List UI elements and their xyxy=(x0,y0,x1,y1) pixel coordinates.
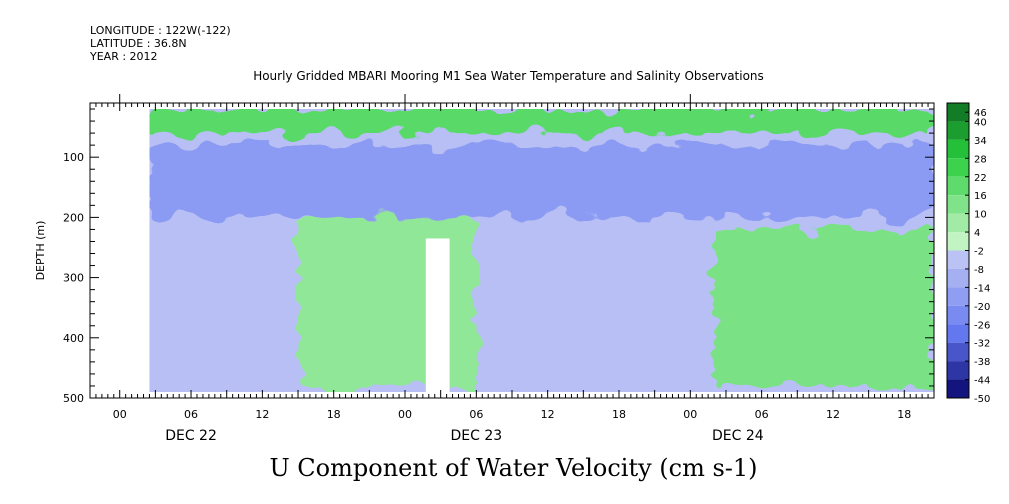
velocity-patch xyxy=(149,145,934,218)
x-tick-label: 18 xyxy=(612,408,626,421)
chart-title: Hourly Gridded MBARI Mooring M1 Sea Wate… xyxy=(253,69,764,83)
colorbar-swatch xyxy=(947,158,969,177)
velocity-field xyxy=(149,109,934,392)
date-label: DEC 23 xyxy=(451,428,503,444)
latitude-label: LATITUDE : 36.8N xyxy=(90,37,187,50)
colorbar-label: -50 xyxy=(974,394,990,405)
colorbar-label: -20 xyxy=(974,302,990,313)
missing-data-layer xyxy=(90,103,450,398)
x-tick-label: 12 xyxy=(826,408,840,421)
colorbar-swatch xyxy=(947,250,969,269)
colorbar-swatch xyxy=(947,103,969,122)
x-tick-label: 00 xyxy=(398,408,412,421)
colorbar-label: 4 xyxy=(974,228,980,239)
colorbar-label: 10 xyxy=(974,210,987,221)
x-tick-label: 06 xyxy=(755,408,769,421)
colorbar-swatch xyxy=(947,176,969,196)
colorbar-swatch xyxy=(947,121,969,140)
y-tick-label: 400 xyxy=(63,332,84,345)
colorbar-label: 34 xyxy=(974,136,987,147)
colorbar-swatch xyxy=(947,324,969,343)
colorbar-label: -2 xyxy=(974,247,984,258)
x-tick-label: 12 xyxy=(255,408,269,421)
colorbar-label: 46 xyxy=(974,108,987,119)
x-tick-label: 18 xyxy=(897,408,911,421)
velocity-patches xyxy=(149,109,934,392)
colorbar-label: -38 xyxy=(974,357,990,368)
colorbar-label: -8 xyxy=(974,265,984,276)
x-tick-label: 00 xyxy=(683,408,697,421)
variable-label: U Component of Water Velocity (cm s-1) xyxy=(269,454,758,482)
colorbar-label: -44 xyxy=(974,376,990,387)
x-tick-label: 12 xyxy=(541,408,555,421)
missing-data-block xyxy=(425,238,450,398)
colorbar-swatch xyxy=(947,361,969,380)
missing-data-block xyxy=(90,103,150,398)
x-tick-label: 00 xyxy=(113,408,127,421)
colorbar-label: -14 xyxy=(974,283,990,294)
y-tick-label: 200 xyxy=(63,211,84,224)
colorbar-swatch xyxy=(947,305,969,325)
colorbar-label: 40 xyxy=(974,117,987,128)
colorbar-swatch xyxy=(947,139,969,159)
longitude-label: LONGITUDE : 122W(-122) xyxy=(90,24,231,37)
colorbar-swatch xyxy=(947,232,969,251)
colorbar-swatch xyxy=(947,213,969,233)
x-tick-label: 06 xyxy=(469,408,483,421)
x-tick-label: 18 xyxy=(327,408,341,421)
date-label: DEC 24 xyxy=(712,428,764,444)
date-label: DEC 22 xyxy=(165,428,217,444)
y-tick-label: 500 xyxy=(63,392,84,405)
colorbar-swatch xyxy=(947,268,969,288)
year-label: YEAR : 2012 xyxy=(90,50,158,63)
velocity-patch xyxy=(149,109,934,134)
colorbar-label: -32 xyxy=(974,339,990,350)
velocity-patch xyxy=(714,229,934,386)
colorbar-label: 28 xyxy=(974,154,987,165)
colorbar-swatch xyxy=(947,342,969,362)
colorbar-label: 22 xyxy=(974,173,987,184)
y-tick-label: 100 xyxy=(63,151,84,164)
colorbar-label: -26 xyxy=(974,320,990,331)
colorbar-label: 16 xyxy=(974,191,987,202)
colorbar-swatch xyxy=(947,195,969,214)
y-tick-label: 300 xyxy=(63,272,84,285)
colorbar-swatch xyxy=(947,287,969,306)
x-tick-label: 06 xyxy=(184,408,198,421)
y-axis-label: DEPTH (m) xyxy=(34,221,47,281)
colorbar-swatch xyxy=(947,379,969,398)
